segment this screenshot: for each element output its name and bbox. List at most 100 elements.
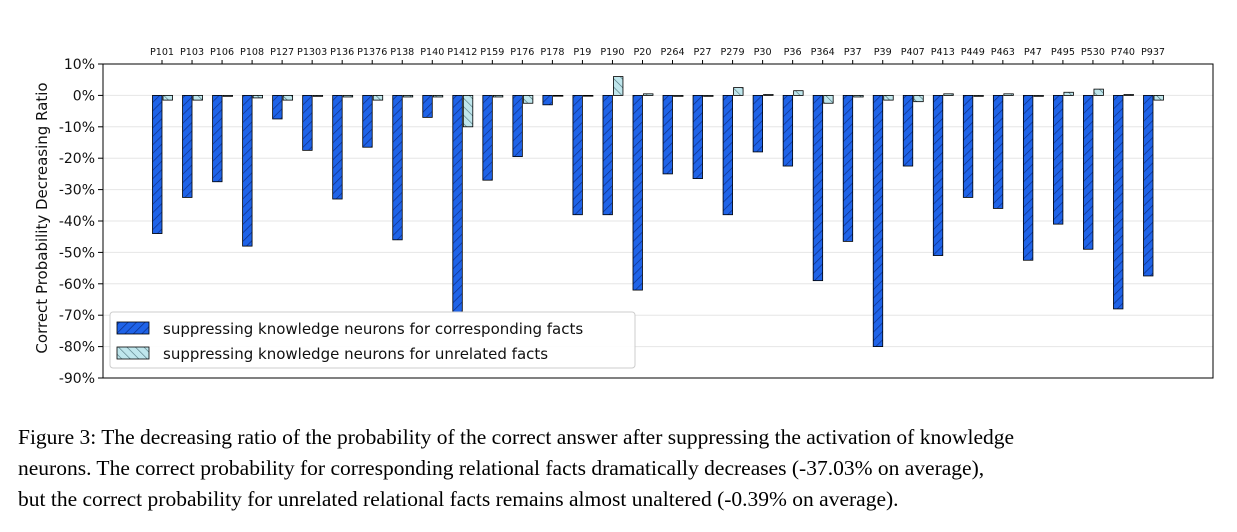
x-tick-label: P1303 [297,47,327,58]
bar-unrelated [552,95,564,97]
y-tick-label: -60% [59,277,95,293]
bar-unrelated [763,94,774,96]
y-axis-ticks: 10% 0% -10% -20% -30% -40% -50% -60% -70% -80% -90… [59,57,103,387]
bar-corresponding [542,95,553,106]
bar-unrelated [372,95,384,101]
caption-line-1: Figure 3: The decreasing ratio of the pr… [18,425,1015,449]
x-tick-label: P136 [330,47,354,58]
bar-corresponding [152,95,163,234]
x-tick-label: P37 [844,47,862,58]
bar-corresponding [272,95,283,120]
caption-line-3: but the correct probability for unrelate… [18,487,899,511]
bar-unrelated [823,95,834,104]
bar-corresponding [962,95,974,198]
bar-corresponding [212,95,223,183]
x-tick-label: P106 [210,47,234,58]
x-tick-label: P47 [1024,47,1042,58]
bar-unrelated [162,95,173,101]
bar-unrelated [1123,94,1134,96]
bar-unrelated [883,95,894,101]
bar-corresponding [1022,95,1034,261]
bar-unrelated [793,90,804,96]
x-tick-label: P108 [240,47,264,58]
bar-unrelated [943,93,954,96]
bar-unrelated [312,95,324,97]
bar-unrelated [583,95,594,97]
bar-unrelated [192,95,203,101]
bar-unrelated [402,95,414,98]
x-tick-label: P1376 [357,47,387,58]
x-tick-label: P101 [150,47,174,58]
y-tick-label: -50% [59,245,95,261]
y-tick-label: -70% [59,308,95,324]
bar-unrelated [462,95,474,128]
bar-corresponding [842,95,854,242]
figure-caption: Figure 3: The decreasing ratio of the pr… [18,422,1230,515]
bar-corresponding [872,95,884,347]
bar-corresponding [242,95,253,247]
x-tick-label: P463 [991,47,1015,58]
bar-unrelated [1093,88,1104,96]
y-axis-label: Correct Probability Decreasing Ratio [33,82,51,353]
bar-unrelated [913,95,924,103]
bar-corresponding [782,95,794,167]
legend-swatch-unrelated [116,346,150,360]
bar-corresponding [182,95,193,198]
x-tick-label: P495 [1051,47,1075,58]
bar-corresponding [692,95,703,180]
y-tick-label: 0% [73,88,95,104]
bar-corresponding [992,95,1004,209]
legend-box [109,311,636,369]
bar-corresponding [752,95,764,153]
x-tick-label: P449 [961,47,985,58]
x-tick-label: P36 [784,47,802,58]
bar-corresponding [722,95,733,216]
x-tick-label: P364 [811,47,835,58]
bars [152,76,1164,347]
bar-unrelated [613,76,624,96]
bar-unrelated [973,95,984,97]
x-tick-label: P178 [540,47,564,58]
bar-unrelated [252,95,263,99]
bar-corresponding [662,95,673,175]
bar-unrelated [1033,95,1044,97]
caption-line-2: neurons. The correct probability for cor… [18,456,985,480]
y-tick-label: -80% [59,340,95,356]
x-tick-label: P159 [480,47,504,58]
bar-unrelated [282,95,294,101]
x-tick-label: P740 [1111,47,1135,58]
x-tick-label: P138 [390,47,414,58]
bar-unrelated [342,95,354,98]
bar-unrelated [1153,95,1164,101]
bar-corresponding [1083,95,1094,250]
x-tick-label: P937 [1141,47,1165,58]
legend-label-unrelated: suppressing knowledge neurons for unrela… [163,345,548,363]
x-tick-label: P127 [270,47,294,58]
bar-corresponding [932,95,944,256]
x-tick-label: P530 [1081,47,1105,58]
bar-unrelated [492,95,504,98]
y-tick-label: -40% [59,214,95,230]
bar-unrelated [703,95,714,97]
x-tick-label: P279 [721,47,745,58]
y-tick-label: -20% [59,151,95,167]
x-tick-label: P19 [573,47,591,58]
bar-corresponding [362,95,373,148]
x-tick-label: P407 [901,47,925,58]
bar-unrelated [643,93,654,96]
bar-corresponding [452,95,463,313]
x-tick-label: P264 [660,47,684,58]
x-tick-label: P20 [633,47,651,58]
x-tick-label: P39 [874,47,892,58]
bar-unrelated [222,95,233,97]
y-tick-label: 10% [64,57,95,73]
bar-unrelated [522,95,534,104]
x-tick-label: P140 [420,47,444,58]
bar-corresponding [422,95,433,118]
x-tick-label: P190 [600,47,624,58]
y-tick-label: -90% [59,371,95,387]
x-axis-ticks: P101 P103 P106 P108 P127 P1303 P136 P1376 P138 P1… [150,47,1165,64]
bar-corresponding [632,95,643,291]
bar-corresponding [1113,95,1124,310]
bar-corresponding [392,95,403,241]
